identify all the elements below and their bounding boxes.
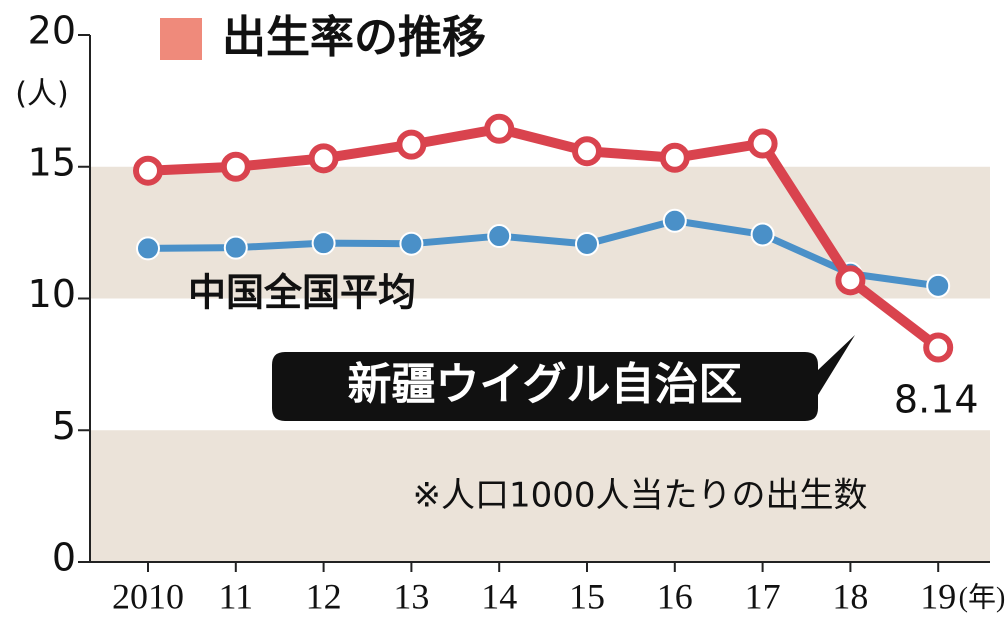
point (399, 231, 424, 256)
note: ※人口1000人当たりの出生数 (412, 476, 867, 516)
y-tick-label: 15 (28, 140, 76, 184)
x-tick-label: 14 (481, 576, 517, 616)
x-tick-label: 17 (745, 576, 781, 616)
series-label: 中国全国平均 (188, 271, 416, 315)
point (835, 265, 866, 296)
y-axis-label: (人) (15, 77, 68, 112)
point (923, 332, 954, 363)
point (396, 129, 427, 160)
x-tick-label: 19 (920, 576, 956, 616)
y-tick-label: 20 (28, 9, 76, 53)
series-label: 新疆ウイグル自治区 (347, 359, 742, 410)
x-tick-label: 18 (832, 576, 868, 616)
x-tick-label: 12 (306, 576, 342, 616)
point (572, 136, 602, 167)
point (487, 224, 512, 249)
chart-title: 出生率の推移 (222, 12, 486, 63)
y-tick-label: 0 (52, 536, 76, 580)
point (308, 143, 339, 174)
lines (133, 113, 954, 363)
x-tick-label: 16 (657, 576, 693, 616)
x-tick-label: 13 (393, 576, 429, 616)
point (662, 208, 687, 233)
series-line (147, 217, 939, 290)
label-box (272, 335, 855, 421)
x-tick-label: 11 (218, 576, 253, 616)
point (220, 151, 251, 182)
point (484, 113, 515, 144)
value-label: 8.14 (894, 378, 979, 422)
point (926, 273, 951, 298)
series-line (147, 123, 942, 352)
point (133, 155, 163, 186)
axes: 0 5 10 15 20 2010 11 12 13 14 15 16 17 18 19 (28, 9, 990, 616)
bands (90, 166, 990, 562)
x-tick-label: 2010 (112, 576, 184, 616)
point (311, 231, 336, 256)
y-tick-label: 5 (52, 404, 76, 448)
point (750, 222, 775, 247)
y-tick-label: 10 (28, 272, 76, 316)
x-tick-label: 15 (569, 576, 605, 616)
point (575, 231, 599, 256)
point (747, 128, 778, 159)
point (659, 142, 690, 173)
x-axis-label: (年) (959, 581, 1006, 613)
title-marker (160, 18, 202, 60)
point (223, 235, 248, 260)
shaded-band (90, 430, 990, 562)
point (136, 236, 160, 261)
